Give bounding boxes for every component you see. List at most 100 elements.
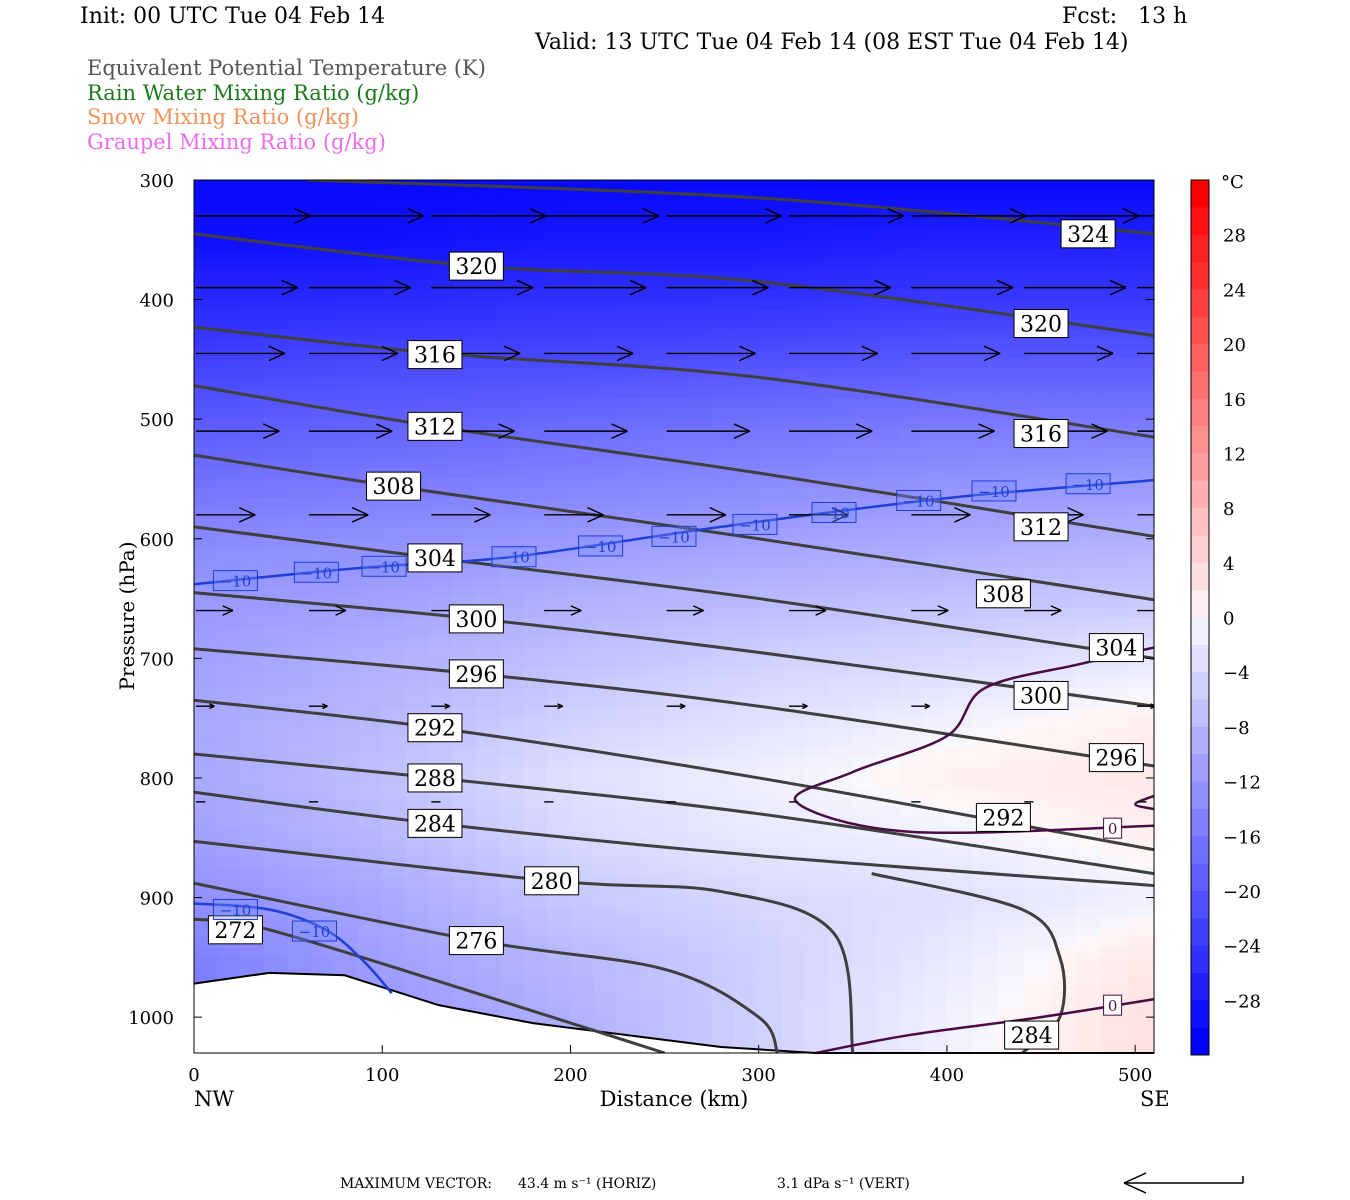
temperature-cell [240,767,266,779]
temperature-cell [1127,797,1154,809]
temperature-cell [805,368,830,380]
temperature-cell [1127,538,1154,550]
temperature-cell [499,877,524,889]
temperature-cell [640,398,666,410]
temperature-cell [475,388,501,400]
temperature-cell [240,717,266,729]
temperature-cell [711,916,736,928]
temperature-cell [311,239,336,251]
temperature-cell [852,578,877,590]
temperature-cell [899,697,924,709]
temperature-cell [1075,508,1103,520]
temperature-cell [805,279,830,291]
temperature-cell [264,358,289,370]
temperature-cell [546,667,571,679]
temperature-cell [711,338,736,350]
temperature-cell [1075,867,1103,879]
temperature-cell [593,697,619,709]
temperature-cell [922,797,948,809]
temperature-cell [475,189,501,201]
temperature-cell [452,737,477,749]
temperature-cell [452,976,477,988]
temperature-cell [758,538,783,550]
temperature-cell [1075,1040,1103,1048]
temperature-cell [405,189,430,201]
temperature-cell [828,767,854,779]
temperature-cell [664,259,689,271]
temperature-cell [875,468,901,480]
temperature-cell [664,627,689,639]
temperature-cell [1049,448,1077,460]
temperature-cell [522,219,548,231]
temperature-cell [758,598,783,610]
temperature-cell [217,239,242,251]
temperature-cell [194,647,219,659]
temperature-cell [522,608,548,619]
temperature-cell [381,807,407,819]
temperature-cell [194,199,219,211]
temperature-cell [452,717,477,729]
temperature-cell [617,986,642,998]
temperature-cell [194,608,219,619]
temperature-cell [287,867,313,879]
temperature-cell [546,807,571,819]
temperature-cell [593,946,619,958]
temperature-cell [475,309,501,321]
temperature-cell [405,916,430,928]
temperature-cell [1101,368,1129,380]
temperature-cell [194,299,219,311]
temperature-cell [499,408,524,420]
temperature-cell [240,229,266,241]
temperature-cell [475,319,501,330]
temperature-cell [1101,418,1129,430]
temperature-cell [264,328,289,340]
temperature-cell [828,986,854,998]
wind-vector [431,208,547,224]
temperature-cell [334,707,360,719]
svg-text:−10: −10 [818,504,850,522]
temperature-cell [805,438,830,450]
temperature-cell [972,398,1000,410]
temperature-cell [1075,448,1103,460]
temperature-cell [264,936,289,948]
contour-labels: 3243203203163163123123083083043043003002… [207,219,1144,1050]
temperature-cell [875,358,901,370]
temperature-cell [405,180,430,191]
temperature-cell [998,378,1026,390]
temperature-cell [828,617,854,629]
temperature-cell [758,787,783,799]
temperature-cell [946,269,974,281]
temperature-cell [946,637,974,649]
temperature-cell [781,378,807,390]
temperature-cell [287,647,313,659]
temperature-cell [475,887,501,899]
temperature-cell [569,797,595,809]
temperature-cell [946,538,974,550]
temperature-cell [264,378,289,390]
temperature-cell [358,926,383,938]
temperature-cell [640,936,666,948]
temperature-cell [1049,897,1077,908]
temperature-cell [1127,348,1154,360]
temperature-cell [194,279,219,291]
temperature-cell [217,209,242,221]
temperature-cell [358,877,383,889]
temperature-cell [569,916,595,928]
temperature-cell [428,229,454,241]
temperature-label: −10 [361,555,407,577]
temperature-cell [1024,1046,1051,1053]
temperature-cell [194,458,219,470]
temperature-cell [522,209,548,221]
temperature-cell [405,667,430,679]
svg-text:280: 280 [531,870,573,895]
temperature-cell [428,687,454,699]
temperature-cell [758,677,783,689]
temperature-cell [593,259,619,271]
temperature-cell [1101,986,1129,998]
temperature-cell [1024,897,1051,908]
temperature-cell [946,946,974,958]
wind-vector [308,507,369,523]
temperature-cell [358,707,383,719]
temperature-cell [852,468,877,480]
temperature-cell [358,209,383,221]
